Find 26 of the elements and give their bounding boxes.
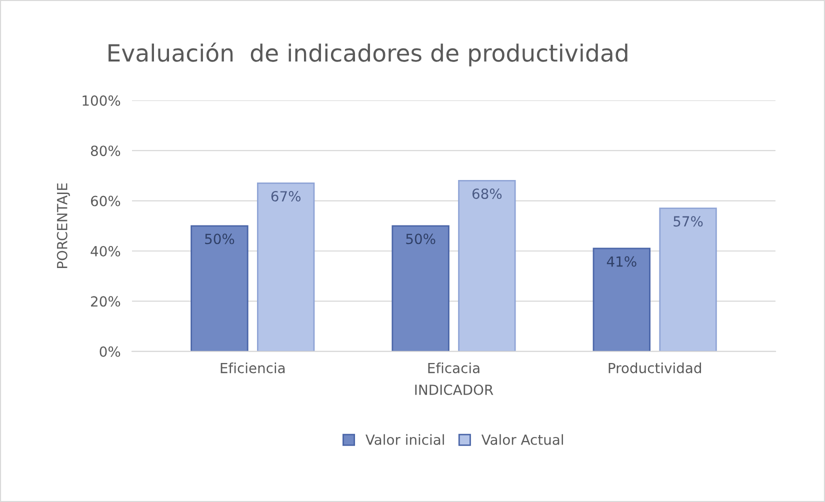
y-axis-title: PORCENTAJE <box>56 183 70 268</box>
data-label: 68% <box>472 188 502 199</box>
data-label: 57% <box>674 216 703 227</box>
y-tick-label: 60% <box>90 196 120 206</box>
chart-title: Evaluación de indicadores de productividad <box>108 42 628 66</box>
x-tick-label: Productividad <box>608 362 701 374</box>
legend-label: Valor inicial <box>366 434 444 445</box>
data-label: 50% <box>205 234 234 244</box>
y-tick-label: 80% <box>90 146 120 156</box>
data-label: 50% <box>406 234 436 244</box>
x-tick-label: Eficacia <box>428 362 480 374</box>
bar <box>592 248 651 352</box>
data-label: 67% <box>271 191 301 202</box>
y-tick-label: 20% <box>91 296 120 307</box>
data-label: 41% <box>606 256 636 267</box>
bar <box>256 182 315 352</box>
y-tick-label: 40% <box>90 246 120 256</box>
x-tick-label: Eficiencia <box>220 362 285 374</box>
y-tick-label: 100% <box>82 95 120 106</box>
y-tick-label: 0% <box>100 346 120 357</box>
legend-label: Valor Actual <box>481 434 563 445</box>
x-axis-title: INDICADOR <box>415 384 494 396</box>
bar <box>458 180 516 352</box>
bar <box>190 225 248 352</box>
bar <box>392 225 450 352</box>
bar <box>659 208 717 352</box>
